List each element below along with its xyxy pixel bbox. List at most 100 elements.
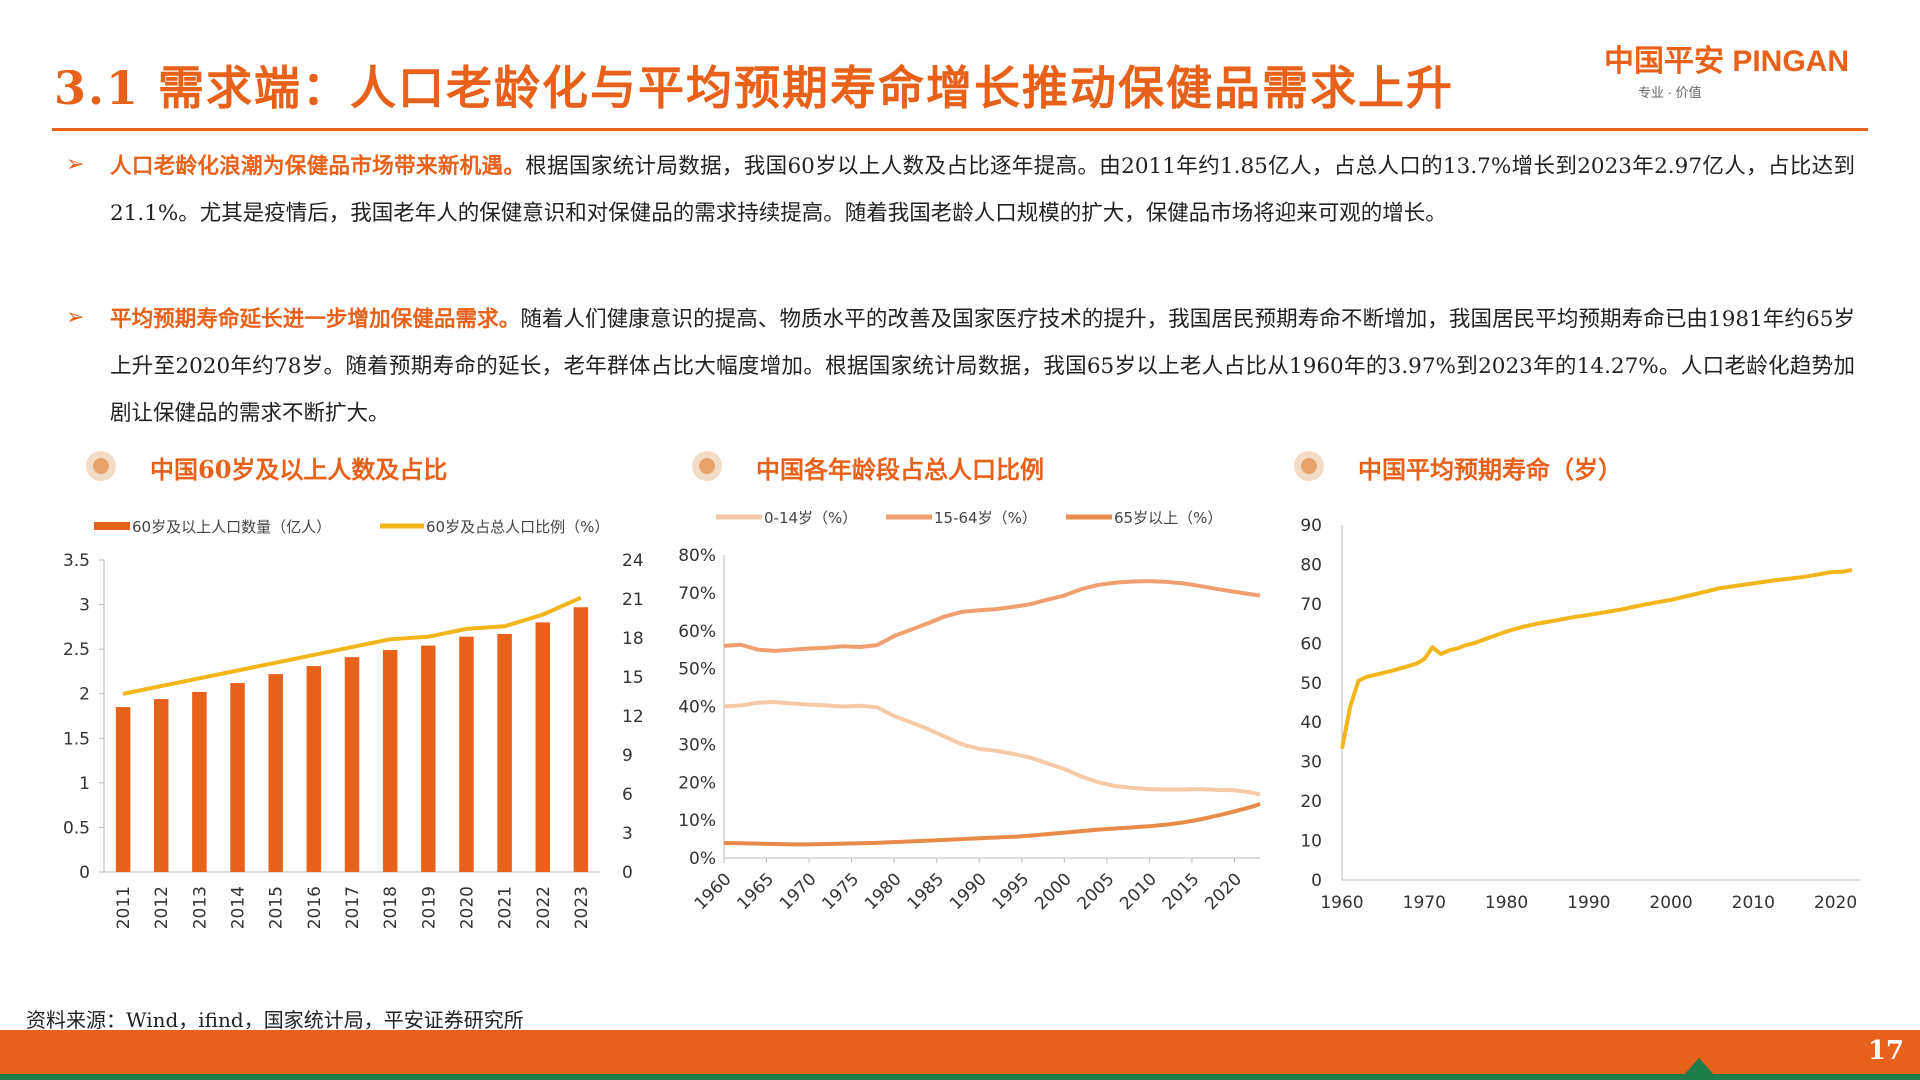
bullet-arrow-icon: ➢: [66, 152, 85, 177]
series-line-15-64: [723, 579, 1261, 653]
page-title: 3.1 需求端：人口老龄化与平均预期寿命增长推动保健品需求上升: [54, 61, 1455, 115]
x-tick-label: 2015: [1159, 869, 1204, 914]
y-tick-label: 50%: [678, 660, 716, 680]
bar-2022: [535, 622, 551, 872]
chart-title-aging: 中国60岁及以上人数及占比: [150, 455, 448, 484]
y-tick-label: 60%: [678, 622, 716, 642]
legend-label-ratio: 60岁及占总人口比例（%）: [426, 518, 609, 536]
chart-age-structure: 0%10%20%30%40%50%60%70%80%19601965197019…: [678, 509, 1261, 914]
paragraph-aging: 人口老龄化浪潮为保健品市场带来新机遇。根据国家统计局数据，我国60岁以上人数及占…: [110, 143, 1855, 237]
x-tick-label: 2011: [114, 886, 134, 929]
y2-tick-label: 0: [622, 863, 633, 883]
y2-tick-label: 9: [622, 746, 633, 766]
y2-tick-label: 24: [622, 551, 644, 571]
y2-tick-label: 21: [622, 590, 644, 610]
y-tick-label: 2.5: [63, 640, 90, 660]
x-tick-label: 2020: [1814, 893, 1857, 913]
x-tick-label: 2022: [534, 886, 554, 929]
paragraph-highlight: 平均预期寿命延长进一步增加保健品需求。: [110, 307, 521, 332]
chart-title-icon: [1294, 451, 1324, 481]
y2-tick-label: 3: [622, 824, 633, 844]
logo-text: 中国平安 PINGAN: [1604, 45, 1850, 78]
y-tick-label: 30: [1300, 753, 1322, 773]
x-tick-label: 1990: [946, 869, 991, 914]
bar-2020: [459, 636, 474, 872]
y-tick-label: 0: [1311, 871, 1322, 891]
paragraph-life-expectancy: 平均预期寿命延长进一步增加保健品需求。随着人们健康意识的提高、物质水平的改善及国…: [110, 296, 1855, 437]
legend-label-count: 60岁及以上人口数量（亿人）: [132, 518, 331, 536]
y2-tick-label: 15: [622, 668, 644, 688]
y-tick-label: 10%: [678, 811, 716, 831]
logo-subtitle: 专业 · 价值: [1638, 85, 1702, 100]
y-tick-label: 20: [1300, 792, 1322, 812]
bar-2014: [230, 683, 245, 872]
x-tick-label: 2021: [496, 886, 516, 929]
y-tick-label: 1.5: [63, 729, 90, 749]
x-tick-label: 2010: [1116, 869, 1161, 914]
x-tick-label: 2017: [343, 886, 363, 929]
series-line-65-plus: [723, 802, 1261, 847]
y-tick-label: 30%: [678, 735, 716, 755]
chart-title-icon: [692, 451, 722, 481]
x-tick-label: 2019: [419, 886, 439, 929]
y-tick-label: 2: [79, 685, 90, 705]
y-tick-label: 60: [1300, 634, 1322, 654]
x-tick-label: 2000: [1649, 893, 1692, 913]
x-tick-label: 1995: [989, 869, 1034, 914]
y-tick-label: 40%: [678, 698, 716, 718]
x-tick-label: 1960: [1320, 893, 1363, 913]
bar-2019: [421, 645, 436, 872]
y-tick-label: 80: [1300, 555, 1322, 575]
source-note: 资料来源：Wind，ifind，国家统计局，平安证券研究所: [26, 1008, 524, 1032]
page-number: 17: [1867, 1036, 1904, 1066]
series-line-life-expectancy: [1340, 568, 1853, 750]
x-tick-label: 2014: [229, 886, 249, 929]
bar-2016: [306, 666, 322, 872]
chart-title-life-expectancy: 中国平均预期寿命（岁）: [1358, 455, 1622, 484]
pingan-logo: 中国平安 PINGAN 专业 · 价值: [1604, 36, 1904, 100]
title-divider: [52, 128, 1868, 131]
x-tick-label: 2015: [267, 886, 287, 929]
y-tick-label: 3.5: [63, 551, 90, 571]
footer-bar: [0, 1030, 1920, 1074]
bar-2012: [153, 699, 169, 872]
paragraph-text: 根据国家统计局数据，我国60岁以上人数及占比逐年提高。由2011年约1.85亿人…: [110, 154, 1855, 226]
x-tick-label: 1970: [776, 869, 821, 914]
legend-label: 0-14岁（%）: [764, 509, 857, 527]
y-tick-label: 10: [1300, 832, 1322, 852]
y-tick-label: 90: [1300, 516, 1322, 536]
x-tick-label: 2020: [1201, 869, 1246, 914]
x-tick-label: 2013: [190, 886, 210, 929]
x-tick-label: 1990: [1567, 893, 1610, 913]
chart-life-expectancy: 0 10 20 30 40 50 60 70 80 90 1960 1970 1980 1990 2000 2…: [1300, 516, 1860, 913]
x-tick-label: 2012: [152, 886, 172, 929]
y2-tick-label: 6: [622, 785, 633, 805]
x-tick-label: 2005: [1074, 869, 1119, 914]
x-tick-label: 2016: [305, 886, 325, 929]
chart-aging-population: 0 0.5 1 1.5 2 2.5 3 3.5 0 3 6 9 12 15 18 21 24 2011 2012 20…: [63, 518, 644, 929]
y-tick-label: 80%: [678, 546, 716, 566]
series-line-ratio: [122, 595, 582, 696]
bar-2017: [344, 657, 360, 872]
paragraph-highlight: 人口老龄化浪潮为保健品市场带来新机遇。: [110, 154, 526, 179]
x-tick-label: 2010: [1732, 893, 1775, 913]
x-tick-label: 2018: [381, 886, 401, 929]
chart-title-icon: [86, 451, 116, 481]
y-tick-label: 1: [79, 774, 90, 794]
x-tick-label: 1985: [903, 869, 948, 914]
legend-swatch-count: [94, 522, 130, 530]
bar-2021: [497, 633, 512, 872]
bar-2011: [115, 707, 131, 872]
chart-title-age-structure: 中国各年龄段占总人口比例: [756, 455, 1044, 484]
x-tick-label: 1960: [691, 869, 736, 914]
y-tick-label: 70: [1300, 595, 1322, 615]
y2-tick-label: 12: [622, 707, 644, 727]
x-tick-label: 2000: [1031, 869, 1076, 914]
bar-2015: [268, 674, 283, 872]
bar-2023: [573, 607, 589, 872]
y-tick-label: 50: [1300, 674, 1322, 694]
y-tick-label: 0: [79, 863, 90, 883]
footer-line: [0, 1074, 1920, 1080]
series-line-0-14: [723, 699, 1261, 797]
y-tick-label: 70%: [678, 584, 716, 604]
